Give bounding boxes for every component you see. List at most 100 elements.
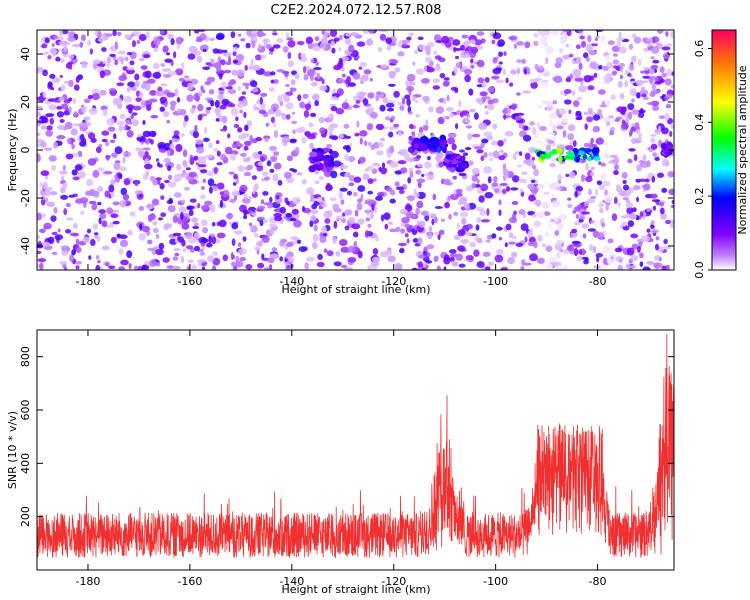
spectrogram-cell — [167, 165, 172, 172]
spectrogram-cell — [569, 171, 576, 179]
spectrogram-cell — [237, 127, 243, 133]
spectrogram-cell — [105, 33, 113, 37]
spectrogram-cell — [661, 46, 671, 51]
spectrogram-cell — [652, 205, 657, 211]
spectrogram-cell — [398, 189, 405, 194]
spectrogram-feature-cell — [662, 143, 667, 150]
spectrogram-cell — [159, 106, 165, 112]
spectrogram-cell — [556, 125, 564, 130]
spectrogram-cell — [464, 68, 473, 75]
spectrogram-cell — [395, 226, 401, 233]
spectrogram-cell — [159, 182, 165, 190]
spectrogram-cell — [434, 206, 443, 209]
spectrogram-cell — [186, 94, 194, 102]
spectrogram-cell — [376, 150, 384, 156]
spectrogram-cell — [451, 143, 457, 151]
spectrogram-cell — [387, 255, 396, 263]
spectrogram-cell — [95, 255, 100, 260]
spectrogram-cell — [119, 200, 127, 208]
spectrogram-cell — [426, 244, 435, 250]
spectrogram-cell — [362, 173, 370, 181]
spectrogram-cell — [505, 77, 509, 84]
spectrogram-cell — [56, 124, 66, 131]
spectrogram-cell — [444, 202, 450, 209]
spectrogram-cell — [128, 107, 133, 114]
spectrogram-cell — [603, 77, 612, 84]
spectrogram-cell — [491, 182, 499, 187]
spectrogram-cell — [652, 36, 656, 44]
spectrogram-cell — [521, 58, 527, 64]
y-tick-label: 800 — [19, 346, 32, 367]
spectrogram-cell — [162, 45, 169, 53]
spectrogram-cell — [47, 55, 52, 60]
spectrogram-cell — [428, 225, 433, 232]
spectrogram-cell — [443, 77, 450, 81]
spectrogram-cell — [380, 138, 385, 142]
spectrogram-cell — [398, 242, 407, 247]
spectrogram-cell — [49, 73, 56, 79]
spectrogram-cell — [345, 172, 351, 177]
spectrogram-cell — [37, 258, 47, 263]
spectrogram-cell — [665, 264, 670, 270]
spectrogram-cell — [338, 191, 344, 200]
spectrogram-cell — [172, 256, 179, 261]
spectrogram-cell — [516, 92, 521, 96]
spectrogram-cell — [341, 102, 349, 110]
spectrogram-cell — [468, 160, 474, 166]
spectrogram-cell — [258, 109, 267, 115]
y-tick-label: 400 — [19, 453, 32, 474]
spectrogram-cell — [274, 109, 282, 117]
spectrogram-cell — [523, 125, 529, 131]
spectrogram-cell — [285, 83, 290, 88]
spectrogram-cell — [554, 230, 560, 237]
spectrogram-cell — [303, 66, 307, 74]
spectrogram-cell — [321, 203, 328, 208]
spectrogram-cell — [104, 262, 110, 267]
spectrogram-cell — [595, 35, 600, 39]
spectrogram-cell — [226, 212, 233, 220]
spectrogram-cell — [665, 104, 672, 109]
spectrogram-cell — [587, 35, 592, 43]
spectrogram-cell — [296, 172, 303, 176]
spectrogram-cell — [627, 158, 633, 164]
spectrogram-cell — [379, 33, 387, 41]
spectrogram-cell — [59, 30, 63, 37]
spectrogram-cell — [573, 57, 577, 62]
spectrogram-cell — [464, 74, 471, 83]
spectrogram-cell — [456, 188, 463, 195]
spectrogram-cell — [183, 186, 191, 191]
spectrogram-cell — [346, 75, 351, 84]
spectrogram-cell — [404, 223, 410, 229]
spectrogram-cell — [453, 47, 463, 52]
spectrogram-cell — [250, 225, 258, 233]
spectrogram-cell — [432, 85, 440, 90]
x-tick-label: -180 — [75, 575, 100, 588]
spectrogram-cell — [544, 231, 550, 238]
spectrogram-cell — [171, 265, 181, 270]
spectrogram-cell — [406, 36, 412, 41]
spectrogram-cell — [316, 261, 325, 268]
spectrogram-cell — [493, 176, 498, 183]
spectrogram-cell — [260, 199, 265, 204]
spectrogram-cell — [155, 158, 160, 162]
spectrogram-cell — [314, 100, 320, 107]
spectrogram-cell — [78, 122, 88, 128]
spectrogram-feature-cell — [419, 144, 429, 152]
spectrogram-cell — [463, 203, 470, 210]
spectrogram-cell — [167, 33, 175, 40]
spectrogram-cell — [144, 138, 150, 145]
spectrogram-cell — [215, 238, 221, 244]
spectrogram-cell — [386, 45, 392, 51]
spectrogram-cell — [221, 189, 230, 198]
spectrogram-cell — [533, 240, 538, 249]
spectrogram-cell — [131, 112, 138, 116]
spectrogram-cell — [245, 42, 251, 49]
spectrogram-cell — [291, 120, 298, 124]
spectrogram-cell — [652, 105, 660, 111]
spectrogram-cell — [389, 145, 395, 153]
spectrogram-cell — [200, 219, 208, 227]
spectrogram-cell — [422, 262, 427, 269]
spectrogram-cell — [140, 65, 148, 70]
spectrogram-cell — [458, 172, 467, 177]
spectrogram-cell — [45, 113, 55, 118]
